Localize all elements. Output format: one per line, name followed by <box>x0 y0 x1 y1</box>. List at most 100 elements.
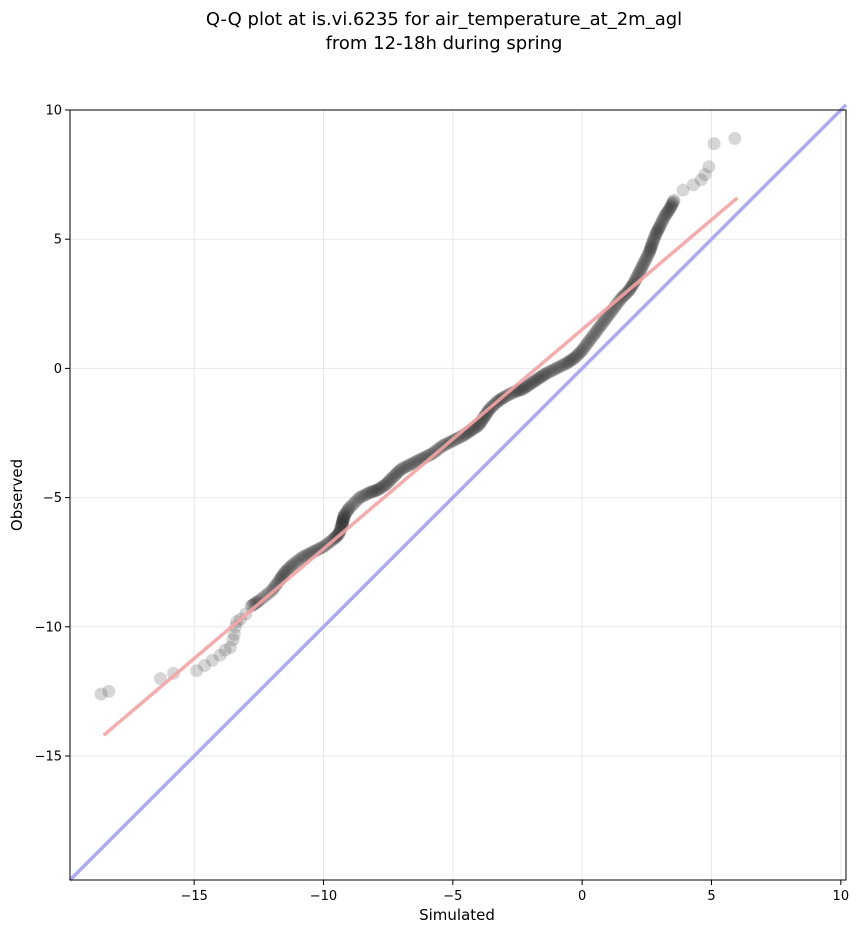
data-point <box>354 490 368 504</box>
data-point <box>555 359 568 373</box>
data-point <box>342 501 356 515</box>
data-point <box>251 595 264 609</box>
data-point <box>385 471 399 485</box>
x-axis-ticks: −15 −10 −5 0 5 10 <box>180 880 849 904</box>
data-point <box>562 355 576 368</box>
data-point <box>339 506 353 520</box>
data-point <box>538 367 552 381</box>
data-point <box>249 596 263 610</box>
data-point <box>338 507 352 521</box>
data-point <box>647 232 661 246</box>
data-point <box>390 466 404 480</box>
data-point <box>650 224 664 238</box>
data-point <box>198 659 211 672</box>
data-point <box>480 407 493 421</box>
data-point <box>336 515 350 529</box>
data-point <box>648 231 662 244</box>
data-point <box>661 205 674 219</box>
data-point <box>356 489 370 503</box>
data-point <box>335 516 349 530</box>
data-point <box>336 513 350 527</box>
data-point <box>277 567 291 581</box>
y-tick-label: 5 <box>54 233 62 248</box>
data-point <box>375 480 389 494</box>
data-point <box>664 199 678 213</box>
data-point <box>573 346 587 360</box>
data-point <box>394 462 408 476</box>
data-point <box>227 628 241 641</box>
data-point <box>728 131 742 145</box>
x-axis-label: Simulated <box>419 906 495 924</box>
data-point <box>226 633 240 647</box>
data-point <box>518 380 532 394</box>
data-point <box>292 553 306 567</box>
data-point <box>659 208 673 222</box>
data-point <box>542 365 556 379</box>
data-point <box>520 380 533 393</box>
data-point <box>372 482 386 496</box>
data-point <box>698 168 712 182</box>
data-point <box>247 597 261 611</box>
data-point <box>229 620 242 634</box>
data-point <box>544 364 558 378</box>
data-point <box>361 486 375 500</box>
data-point <box>575 343 589 357</box>
chart-title-line-1: Q-Q plot at is.vi.6235 for air_temperatu… <box>206 9 682 30</box>
x-tick-label: −5 <box>443 889 462 904</box>
data-point <box>336 512 350 526</box>
data-point <box>580 336 594 350</box>
data-point <box>548 362 562 376</box>
data-point <box>287 557 301 570</box>
fit-line <box>102 196 739 737</box>
data-point <box>534 370 548 384</box>
data-point <box>102 684 116 698</box>
y-tick-label: 10 <box>45 104 62 119</box>
data-point <box>363 485 377 499</box>
data-point <box>384 473 398 486</box>
data-point <box>570 349 584 362</box>
data-point <box>393 464 407 477</box>
data-point <box>404 457 418 471</box>
data-point <box>521 379 535 393</box>
data-point <box>379 478 393 492</box>
data-point <box>652 222 665 236</box>
data-point <box>611 295 625 309</box>
data-point <box>337 510 351 524</box>
data-point <box>530 373 544 387</box>
data-point <box>425 447 439 461</box>
data-point <box>658 209 672 223</box>
data-point <box>597 314 611 328</box>
data-point <box>551 361 565 374</box>
data-point <box>583 333 597 347</box>
data-point <box>291 554 305 568</box>
data-point <box>94 687 108 701</box>
x-tick-label: −10 <box>310 889 337 904</box>
data-point <box>344 499 358 513</box>
data-point <box>337 510 351 523</box>
data-point <box>601 309 615 323</box>
data-point <box>574 345 588 359</box>
data-point <box>633 264 647 278</box>
data-point <box>676 183 690 197</box>
data-point <box>278 566 292 579</box>
data-point <box>589 324 603 338</box>
data-point <box>595 318 609 331</box>
data-point <box>638 254 652 268</box>
data-point <box>503 387 517 401</box>
data-point <box>336 516 349 530</box>
data-point <box>373 481 387 495</box>
data-point <box>646 234 660 248</box>
data-point <box>218 643 232 657</box>
data-point <box>644 240 658 254</box>
data-point <box>592 321 606 335</box>
data-point <box>666 195 680 209</box>
data-point <box>656 212 670 226</box>
data-point <box>533 371 546 385</box>
line-layer <box>68 103 848 882</box>
data-point <box>282 562 296 576</box>
data-point <box>383 474 396 488</box>
data-point <box>660 206 674 220</box>
data-point <box>707 137 721 151</box>
data-point <box>702 160 716 174</box>
